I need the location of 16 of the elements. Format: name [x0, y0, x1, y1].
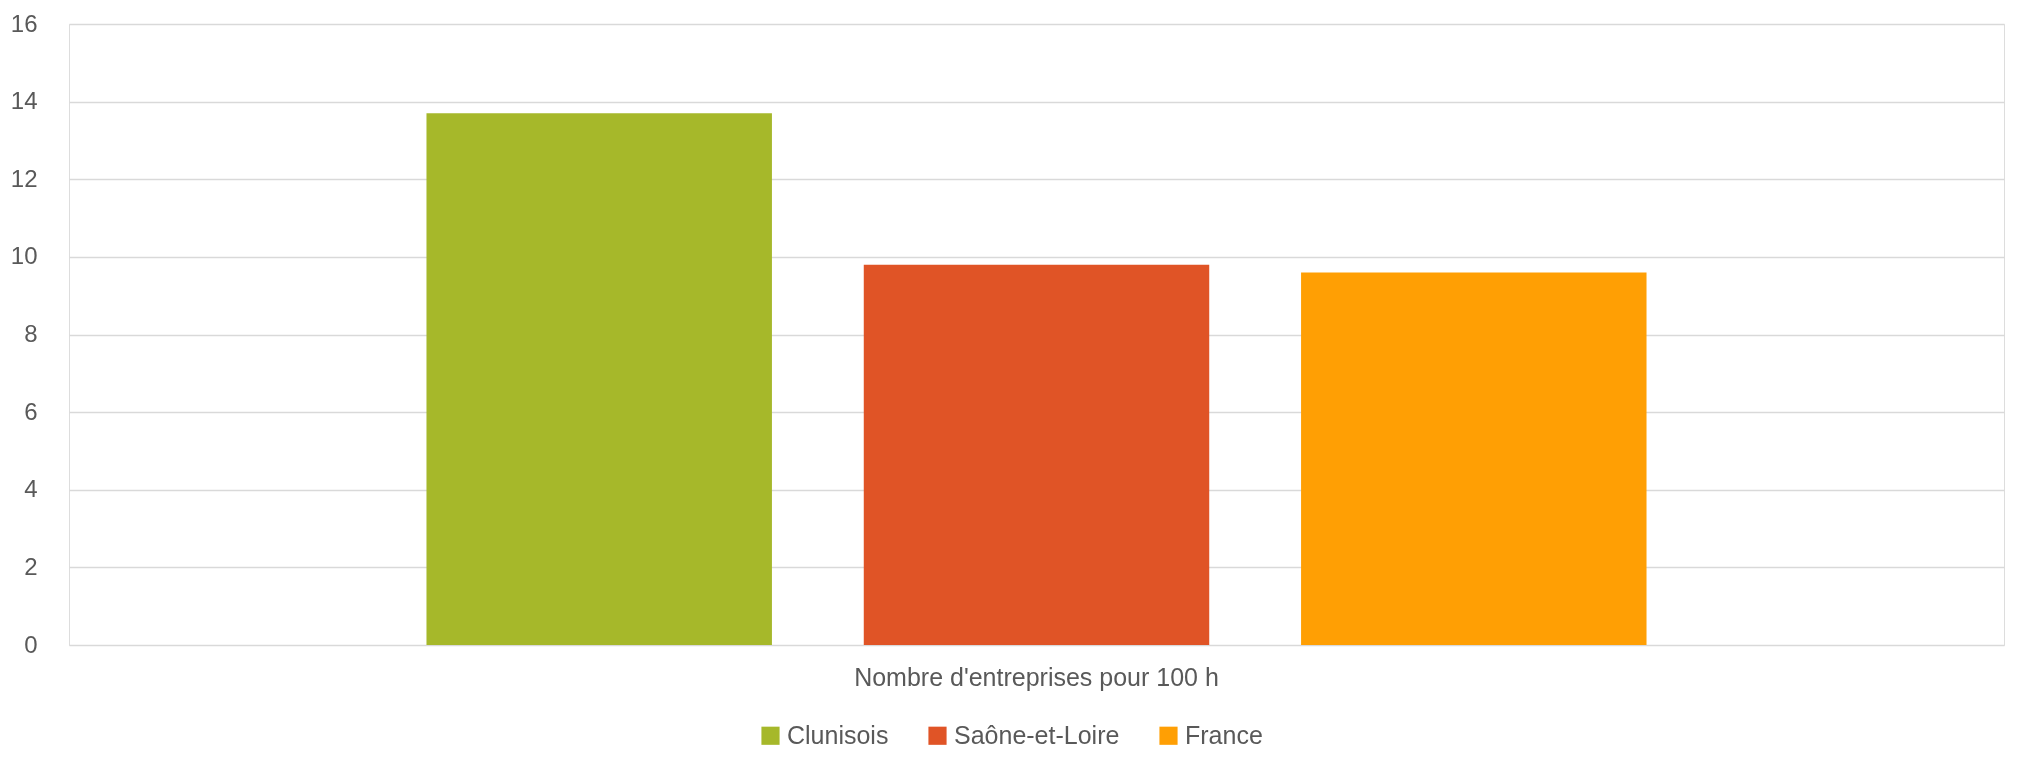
legend-label: France — [1185, 720, 1263, 749]
bar — [426, 113, 772, 645]
y-tick-label: 12 — [10, 164, 38, 192]
y-tick-label: 4 — [24, 475, 38, 503]
y-tick-label: 0 — [24, 630, 38, 658]
y-tick-label: 6 — [24, 397, 38, 425]
y-tick-label: 8 — [24, 320, 38, 347]
legend-label: Saône-et-Loire — [954, 720, 1120, 749]
legend-label: Clunisois — [787, 720, 889, 749]
x-tick-label: Nombre d'entreprises pour 100 h — [854, 662, 1219, 691]
bar — [863, 264, 1210, 645]
bar — [1301, 272, 1647, 645]
y-tick-label: 14 — [10, 87, 38, 115]
y-tick-label: 16 — [10, 9, 38, 37]
y-tick-label: 2 — [24, 552, 38, 580]
y-tick-label: 10 — [10, 242, 38, 270]
